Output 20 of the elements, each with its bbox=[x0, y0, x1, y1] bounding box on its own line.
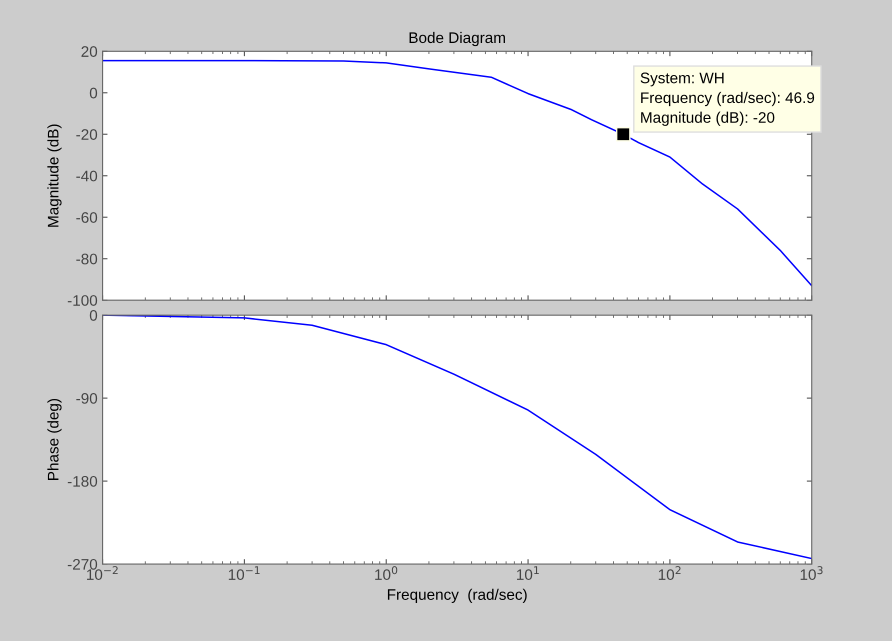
y-axis-title: Phase (deg) bbox=[47, 398, 62, 480]
x-tick-label: 10$^{2}$ bbox=[658, 566, 681, 580]
y-tick-label: -60 bbox=[76, 212, 98, 223]
annotation: System: WH Frequency (rad/sec): 46.9 Magnitude (dB): -20 bbox=[640, 72, 814, 126]
x-axis-title: Frequency (rad/sec) bbox=[388, 588, 527, 603]
y-tick-label: 0 bbox=[90, 310, 98, 321]
y-tick-label: -180 bbox=[68, 476, 98, 487]
y-tick-label: -100 bbox=[68, 295, 98, 306]
y-tick-label: -90 bbox=[76, 392, 98, 404]
x-tick-label: 10$^{1}$ bbox=[517, 566, 539, 580]
y-axis-title: Magnitude (dB) bbox=[47, 124, 62, 227]
y-tick-label: -40 bbox=[76, 170, 98, 182]
y-tick-label: 0 bbox=[90, 88, 98, 98]
x-tick-label: 10$^{−1}$ bbox=[228, 566, 260, 580]
x-tick-label: 10$^{0}$ bbox=[375, 566, 398, 580]
chart-title: Bode Diagram bbox=[410, 32, 505, 46]
y-tick-label: 20 bbox=[81, 46, 98, 57]
x-tick-label: 10$^{3}$ bbox=[800, 566, 823, 580]
y-tick-label: -80 bbox=[76, 254, 98, 264]
y-tick-label: -20 bbox=[76, 129, 98, 140]
